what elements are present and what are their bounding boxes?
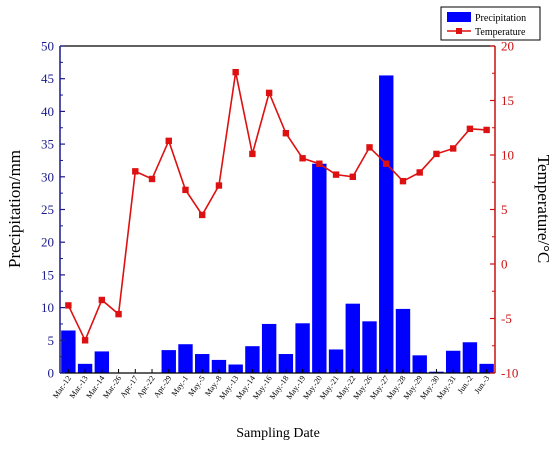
left-tick-label: 45 (41, 71, 54, 86)
temperature-point (115, 310, 122, 318)
y-axis-label-right: Temperature/°C (534, 155, 550, 264)
legend-precipitation-swatch (447, 12, 471, 22)
precipitation-bars (61, 75, 494, 374)
temperature-point (282, 130, 290, 137)
right-tick-label: 15 (501, 93, 514, 108)
precipitation-bar (345, 303, 360, 373)
legend-precipitation-label: Precipitation (475, 13, 526, 24)
precipitation-bar (94, 351, 110, 373)
x-tick-label: Jun.-3 (473, 374, 492, 395)
left-tick-label: 20 (41, 235, 54, 250)
right-tick-label: -5 (501, 311, 512, 326)
precipitation-bar (228, 364, 243, 373)
precipitation-bar (178, 344, 193, 373)
temperature-point (249, 150, 256, 158)
precipitation-bar (328, 349, 344, 373)
precipitation-bar (61, 330, 76, 373)
left-tick-label: 25 (41, 202, 54, 217)
temperature-point (399, 177, 407, 185)
precipitation-bar (362, 321, 377, 373)
right-tick-label: 20 (501, 39, 514, 54)
left-tick-label: 0 (48, 366, 55, 381)
temperature-line (65, 68, 490, 344)
left-tick-label: 5 (48, 333, 55, 348)
precipitation-bar (412, 355, 427, 373)
temperature-point (148, 175, 156, 183)
legend-temperature-marker (456, 28, 462, 34)
temperature-point (81, 337, 89, 344)
y-axis-label-left: Precipitation/mm (5, 150, 24, 268)
legend: Precipitation Temperature (440, 6, 541, 41)
temperature-point (182, 186, 189, 194)
precipitation-bar (479, 363, 494, 373)
left-tick-label: 10 (41, 300, 54, 315)
precipitation-bar (312, 163, 327, 373)
temperature-point (366, 144, 373, 151)
precipitation-bar (261, 323, 277, 373)
temperature-point (332, 171, 340, 178)
right-tick-label: 5 (501, 202, 508, 217)
precipitation-bar (245, 346, 260, 373)
precipitation-bar (278, 354, 294, 373)
temperature-point (299, 155, 306, 162)
x-tick-label: Apr.-29 (152, 374, 174, 399)
temperature-point (232, 68, 239, 76)
temperature-point (65, 302, 72, 309)
precipitation-bar (462, 342, 478, 373)
x-axis-label: Sampling Date (236, 426, 320, 441)
chart-axes: 05101520253035404550-10-505101520Mar.-12… (41, 39, 518, 402)
temperature-point (316, 160, 323, 167)
precipitation-bar (379, 75, 394, 374)
precipitation-bar (161, 350, 176, 373)
legend-temperature-label: Temperature (475, 27, 526, 38)
precipitation-bar (445, 350, 461, 373)
temperature-point (98, 296, 106, 304)
precipitation-bar (295, 323, 310, 373)
temperature-point (416, 169, 423, 176)
temperature-point (383, 160, 390, 167)
temperature-point (433, 150, 440, 158)
left-tick-label: 35 (41, 137, 54, 152)
right-tick-label: -10 (501, 366, 518, 381)
precipitation-bar (77, 363, 93, 373)
right-tick-label: 0 (501, 257, 508, 272)
temperature-point (466, 125, 474, 133)
left-tick-label: 30 (41, 169, 54, 184)
temperature-point (165, 137, 172, 145)
temperature-point (265, 89, 273, 97)
precipitation-bar (395, 308, 411, 373)
left-tick-label: 40 (41, 104, 54, 119)
temperature-point (483, 126, 490, 134)
precipitation-bar (195, 354, 210, 373)
temperature-point (132, 168, 139, 175)
temperature-point (449, 145, 457, 152)
right-tick-label: 10 (501, 148, 514, 163)
temperature-point (215, 182, 223, 189)
left-tick-label: 15 (41, 267, 54, 282)
left-tick-label: 50 (41, 39, 54, 54)
temperature-point (199, 211, 206, 219)
x-tick-label: Jun.-2 (456, 374, 475, 395)
precipitation-bar (211, 359, 227, 373)
temperature-series-line (67, 71, 487, 343)
temperature-point (349, 173, 356, 180)
